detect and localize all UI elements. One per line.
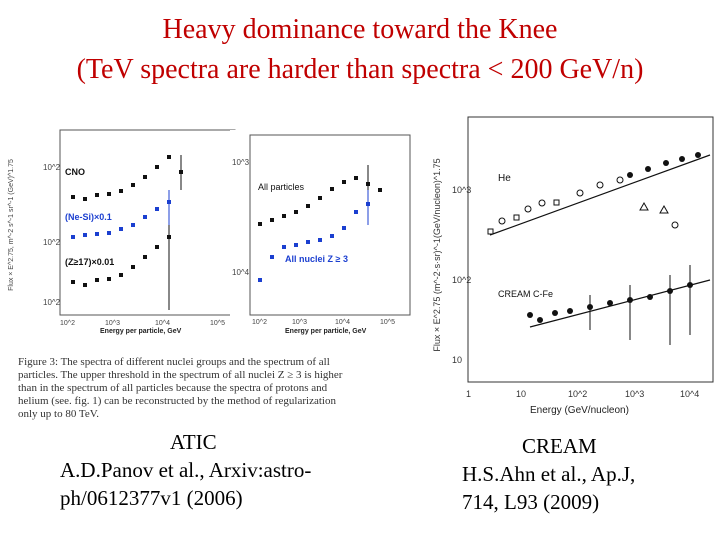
atic-left-xtick-2: 10^3 — [105, 320, 120, 327]
caption-line: helium (see. fig. 1) can be reconstructe… — [18, 395, 336, 407]
atic-credit: ATIC A.D.Panov et al., Arxiv:astro- ph/0… — [60, 428, 360, 512]
series-all-nuclei-points — [258, 190, 370, 282]
cream-xtick-5: 10^4 — [680, 389, 699, 399]
cream-xlabel: Energy (GeV/nucleon) — [530, 405, 629, 416]
he-points — [487, 176, 679, 235]
cream-xtick-2: 10 — [516, 389, 526, 399]
series-z17-label: (Z≥17)×0.01 — [65, 257, 114, 267]
caption-line: particles. The upper threshold in the sp… — [18, 369, 343, 381]
cream-credit-name: CREAM — [522, 434, 597, 458]
atic-credit-ref: ph/0612377v1 (2006) — [60, 486, 243, 510]
cream-ylabel: Flux × E^2.75 (m^-2·s·sr)^-1(GeV/nucleon… — [432, 158, 442, 351]
cream-he-label: He — [498, 173, 511, 184]
cfe-error-bars — [589, 265, 691, 345]
cream-xtick-4: 10^3 — [625, 389, 644, 399]
he-filled-points — [627, 152, 701, 178]
cream-xtick-1: 1 — [466, 389, 471, 399]
cfe-fit-line — [529, 279, 711, 328]
atic-credit-name: ATIC — [170, 430, 217, 454]
caption-line: than in the spectrum of all particles be… — [18, 382, 328, 394]
atic-left-ytick-3: 10^2 — [43, 298, 61, 307]
caption-line: Figure 3: The spectra of different nucle… — [18, 356, 330, 368]
slide-title-line2: (TeV spectra are harder than spectra < 2… — [76, 54, 644, 85]
atic-left-plot: Flux × E^2.75, m^-2 s^-1 sr^-1 (GeV)^1.7… — [5, 115, 245, 335]
cream-xtick-3: 10^2 — [568, 389, 587, 399]
atic-left-ytick-2: 10^2 — [43, 238, 61, 247]
atic-right-xtick-2: 10^3 — [292, 319, 307, 326]
series-all-nuclei-label: All nuclei Z ≥ 3 — [285, 254, 348, 264]
atic-right-xlabel: Energy per particle, GeV — [285, 328, 367, 335]
cream-ytick-1: 10^3 — [452, 185, 471, 195]
atic-left-xlabel: Energy per particle, GeV — [100, 328, 182, 335]
atic-right-plot: 10^3 10^4 All particles All nuclei Z ≥ 3… — [230, 130, 415, 335]
atic-caption: Figure 3: The spectra of different nucle… — [18, 356, 433, 421]
atic-right-ytick-2: 10^4 — [232, 268, 250, 277]
atic-right-xtick-4: 10^5 — [380, 319, 395, 326]
cream-ytick-3: 10 — [452, 355, 462, 365]
cream-credit-author: H.S.Ahn et al., Ap.J, — [462, 462, 636, 486]
atic-right-xtick-3: 10^4 — [335, 319, 350, 326]
series-nesi-label: (Ne-Si)×0.1 — [65, 212, 112, 222]
cream-plot: Flux × E^2.75 (m^-2·s·sr)^-1(GeV/nucleon… — [430, 115, 720, 420]
cream-credit-ref: 714, L93 (2009) — [462, 490, 600, 514]
cream-credit: CREAM H.S.Ahn et al., Ap.J, 714, L93 (20… — [462, 432, 712, 516]
slide-title-line1: Heavy dominance toward the Knee — [162, 14, 558, 45]
atic-right-ytick-1: 10^3 — [232, 158, 250, 167]
series-cno-points — [71, 155, 183, 201]
he-fit-line — [489, 154, 711, 236]
atic-right-xtick-1: 10^2 — [252, 319, 267, 326]
atic-left-xtick-1: 10^2 — [60, 320, 75, 327]
series-all-particles-label: All particles — [258, 182, 305, 192]
series-z17-points — [71, 225, 171, 310]
series-all-particles-points — [258, 165, 382, 226]
atic-credit-author: A.D.Panov et al., Arxiv:astro- — [60, 458, 312, 482]
caption-line: only up to 80 TeV. — [18, 408, 100, 420]
atic-left-ytick-1: 10^2 — [43, 163, 61, 172]
cream-ytick-2: 10^2 — [452, 275, 471, 285]
atic-left-xtick-3: 10^4 — [155, 320, 170, 327]
atic-left-ylabel: Flux × E^2.75, m^-2 s^-1 sr^-1 (GeV)^1.7… — [8, 159, 15, 291]
series-nesi-points — [71, 190, 171, 239]
series-cno-label: CNO — [65, 167, 85, 177]
cream-cfe-label: CREAM C-Fe — [498, 289, 553, 299]
atic-left-xtick-4: 10^5 — [210, 320, 225, 327]
